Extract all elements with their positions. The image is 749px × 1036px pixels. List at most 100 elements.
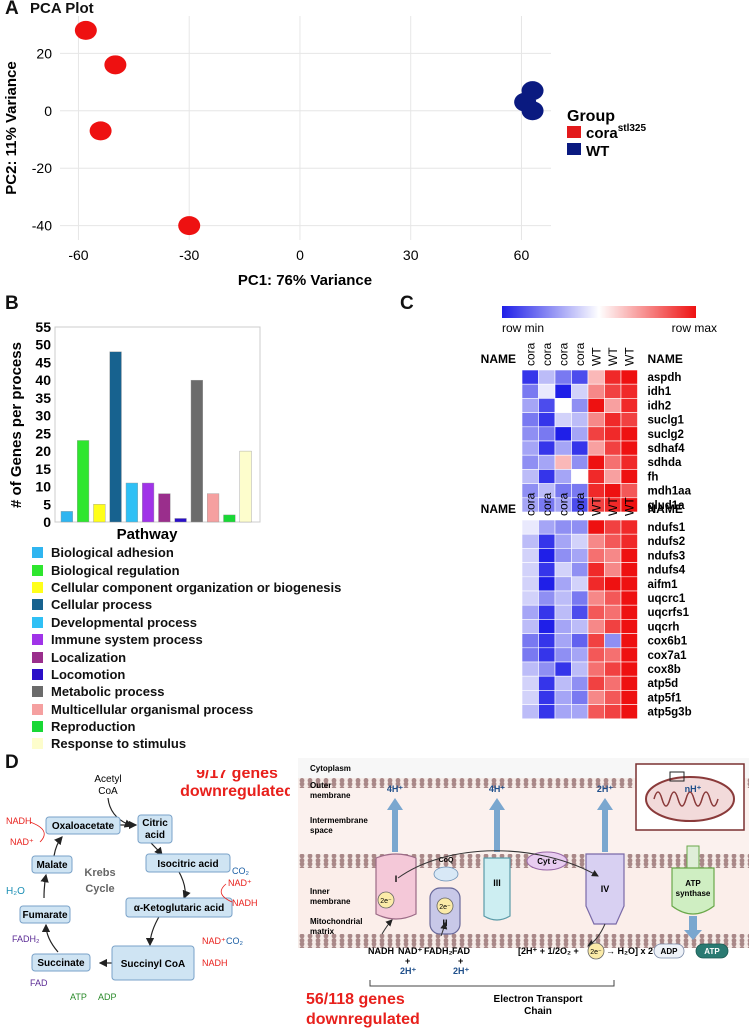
heatmap-cell: [554, 398, 572, 413]
node-oxaloacetate: Oxaloacetate: [45, 816, 121, 835]
etc-chain-label-2: Chain: [524, 1006, 552, 1017]
heatmap-column-label: cora: [523, 492, 537, 516]
svg-text:Citric: Citric: [142, 818, 168, 829]
pca-title: PCA Plot: [30, 0, 94, 17]
svg-text:Succinate: Succinate: [37, 958, 85, 969]
heatmap-column-label: cora: [573, 342, 587, 366]
heatmap-cell: [571, 440, 589, 456]
svg-text:Oxaloacetate: Oxaloacetate: [52, 821, 115, 832]
pca-grid: [60, 16, 551, 240]
node-succinyl-coa: Succinyl CoA: [111, 945, 195, 981]
krebs-cycle-label-1: Krebs: [84, 867, 115, 879]
heatmap-cell: [587, 469, 605, 484]
pca-point-cora: [178, 216, 201, 236]
heatmap-row-label: glud1a: [648, 500, 686, 512]
heatmap-cell: [604, 548, 622, 563]
inner-membrane-band-1: [298, 854, 749, 868]
bar: [207, 493, 220, 523]
label-cytoplasm: Cytoplasm: [310, 764, 351, 773]
bar-legend-item: Biological adhesion: [32, 544, 341, 561]
heatmap-row-label: aifm1: [648, 579, 679, 591]
heatmap-cell: [538, 647, 556, 663]
heatmap-cell: [521, 619, 539, 634]
heatmap-column-label: cora: [540, 492, 554, 516]
etc-summary: 56/118 genes downregulated: [306, 990, 420, 1030]
heatmap-cell: [554, 369, 572, 385]
heatmap-cell: [554, 440, 572, 456]
svg-text:Fumarate: Fumarate: [22, 910, 67, 921]
bar-legend-label: Reproduction: [51, 719, 136, 735]
heatmap-cell: [620, 647, 638, 663]
heatmap-column-label: WT: [622, 497, 636, 516]
cofactor-h2o: H₂O: [6, 886, 25, 897]
cofactor-fad: FAD: [30, 978, 48, 988]
heatmap-cell: [604, 690, 622, 705]
pca-y-tick-label: -20: [32, 160, 52, 176]
bar-legend-swatch: [32, 634, 43, 646]
heatmap-cell: [554, 426, 572, 442]
heatmap-row-label: ndufs3: [648, 550, 686, 562]
heatmap-row-label: cox7a1: [648, 650, 688, 662]
node-succinate: Succinate: [31, 953, 91, 972]
etc-bracket: [369, 980, 615, 987]
heatmap-row-label: uqcrfs1: [648, 607, 690, 619]
mitochondrion-zoom-box: [669, 771, 685, 782]
heatmap-cell: [620, 369, 638, 385]
heatmap-cell: [521, 590, 539, 606]
bar: [223, 514, 236, 523]
pca-x-tick-label: -60: [68, 247, 88, 263]
bar: [190, 379, 203, 523]
heatmap-cell: [521, 604, 539, 620]
etc-reaction: [2H⁺ + 1/2O₂ +: [518, 946, 579, 956]
proton-label-atp-synthase: nH⁺: [685, 784, 702, 794]
pca-plot-area: [60, 16, 551, 240]
heatmap-row-label: uqcrc1: [648, 593, 686, 605]
bar-legend-swatch: [32, 721, 43, 733]
heatmap-cell: [571, 647, 589, 663]
node-isocitric-acid: Isocitric acid: [145, 853, 231, 873]
heatmap-cell: [587, 369, 605, 385]
heatmap-cell: [571, 412, 589, 428]
pca-legend-swatch-cora: [567, 126, 581, 138]
heatmap-column-label: WT: [606, 347, 620, 366]
etc-fadh2: FADH₂: [424, 946, 453, 956]
heatmap-cell: [620, 576, 638, 592]
bar-legend-item: Developmental process: [32, 614, 341, 631]
inner-membrane-band-2: [298, 934, 749, 948]
heatmap-cell: [554, 619, 572, 634]
bar-legend-label: Locomotion: [51, 666, 126, 682]
heatmap-cell: [604, 533, 622, 549]
cofactor-atp: ATP: [70, 992, 87, 1002]
heatmap-cell: [604, 398, 622, 413]
heatmap-cell: [521, 412, 539, 428]
heatmap-row-label: idh1: [648, 386, 672, 398]
pca-points: [74, 20, 544, 236]
heatmap-cell: [554, 469, 572, 484]
bar-y-tick-label: 30: [35, 408, 51, 424]
heatmap-cell: [538, 675, 556, 691]
heatmap-cell: [587, 675, 605, 691]
heatmap-name-left: NAME: [481, 352, 516, 366]
heatmap-cell: [554, 604, 572, 620]
heatmap-cell: [554, 661, 572, 677]
bar-x-axis-label: Pathway: [117, 526, 179, 543]
heatmap-cell: [604, 483, 622, 499]
heatmap-cell: [587, 548, 605, 563]
heatmap-name-left: NAME: [481, 502, 516, 516]
etc-product: → H₂O] x 2: [606, 946, 653, 956]
heatmap-cell: [538, 440, 556, 456]
heatmap-cell: [538, 619, 556, 634]
heatmap-cell: [554, 454, 572, 470]
heatmap-chart: row min row max NAME cora cora cora cora WT WT…: [481, 306, 717, 720]
heatmap-cell: [620, 412, 638, 428]
bar-legend-label: Immune system process: [51, 632, 203, 648]
krebs-summary-line1: 9/17 genes: [196, 770, 278, 782]
heatmap-cell: [521, 383, 539, 399]
acetyl-coa-label-1: Acetyl: [94, 774, 121, 785]
bar-y-tick-label: 5: [43, 496, 51, 512]
cofactor-nadh-1: NADH: [6, 816, 32, 826]
pca-y-tick-label: -40: [32, 218, 52, 234]
heatmap-cell: [554, 675, 572, 691]
heatmap-cell: [587, 412, 605, 428]
label-ims-1: Intermembrane: [310, 816, 368, 825]
